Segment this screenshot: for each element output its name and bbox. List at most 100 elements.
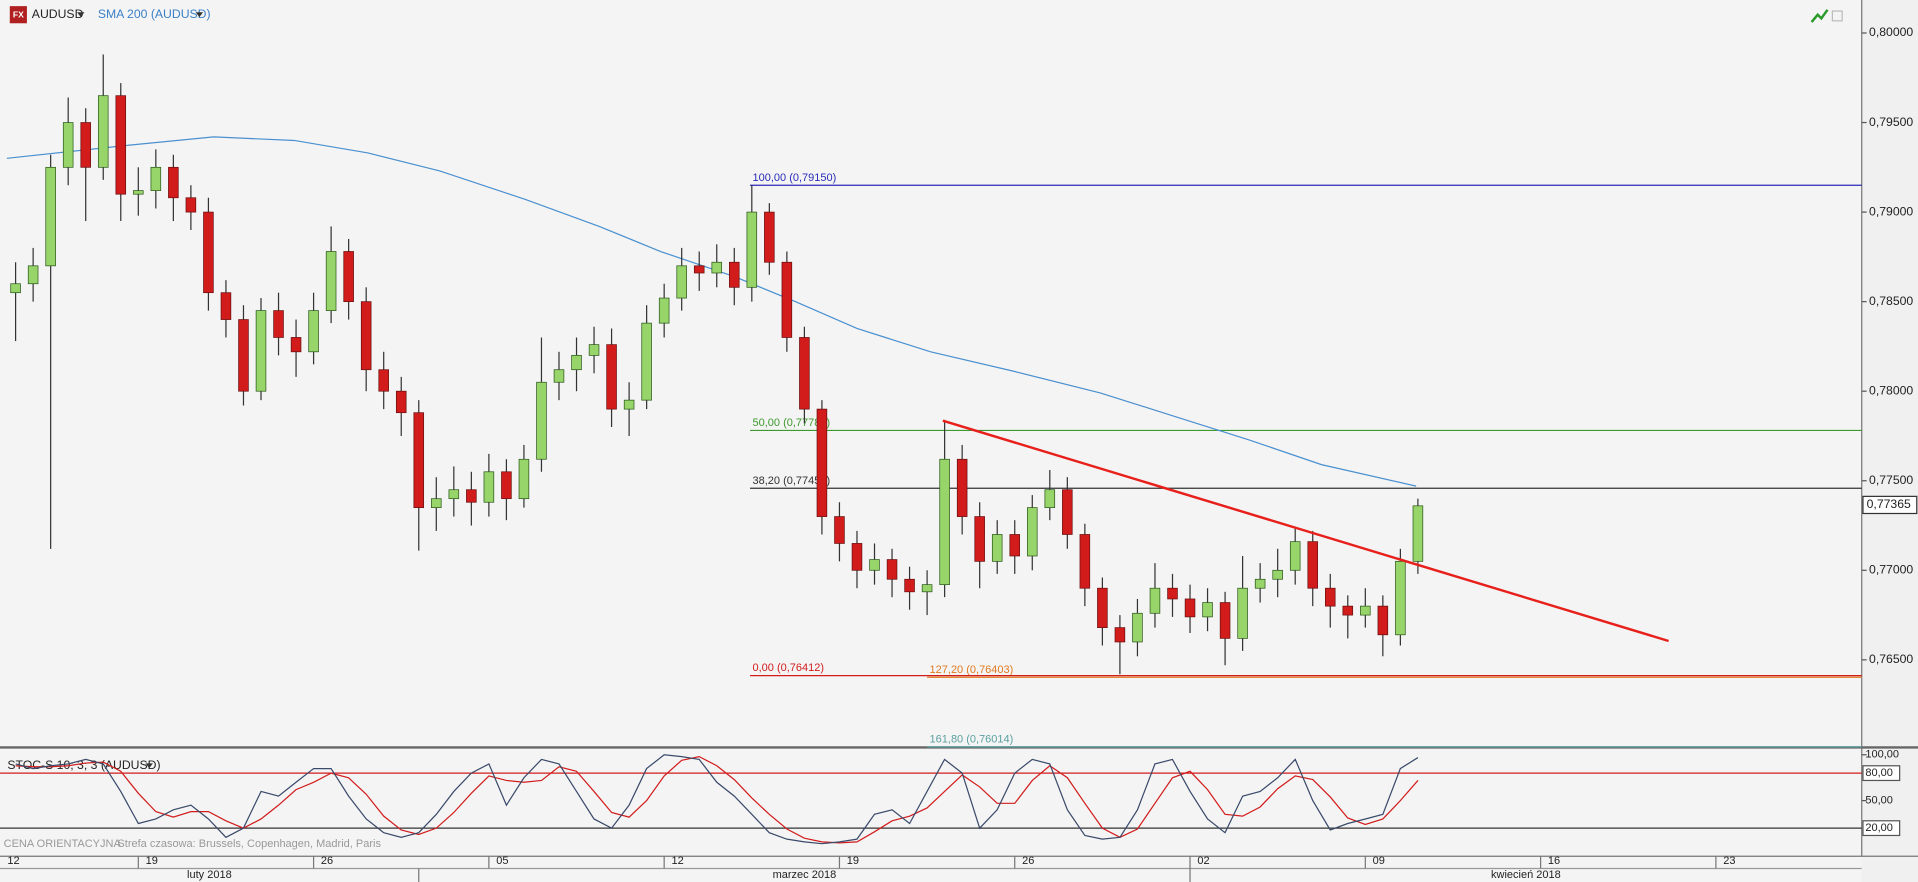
candle-body — [1395, 560, 1406, 636]
dropdown-arrow[interactable] — [195, 12, 204, 18]
x-tick-label: 19 — [146, 855, 158, 867]
price-axis-bg — [1861, 0, 1918, 882]
fx-icon-text: FX — [13, 10, 24, 20]
candle-body — [360, 301, 372, 371]
candle-body — [1149, 587, 1161, 614]
candle-body — [1272, 569, 1283, 580]
candle-body — [904, 578, 915, 593]
candle-body — [1202, 602, 1213, 618]
candle-body — [1342, 605, 1354, 616]
candle-body — [220, 292, 232, 320]
stoch-d — [15, 755, 1419, 844]
y-tick-label: 0,78500 — [1869, 294, 1913, 308]
candle-body — [1062, 489, 1073, 535]
candle-body — [133, 190, 144, 195]
month-label: marzec 2018 — [773, 869, 837, 881]
stoch-tick-box — [1862, 765, 1901, 782]
month-label: luty 2018 — [187, 869, 232, 881]
candle-body — [851, 543, 863, 571]
x-tick-label: 12 — [7, 855, 19, 867]
candle-body — [1377, 605, 1389, 636]
candle-body — [483, 471, 495, 503]
stoch-title[interactable]: STOC-S 10; 3; 3 (AUDUSD) — [7, 758, 160, 772]
candle-body — [764, 211, 775, 263]
candle-body — [1009, 534, 1021, 557]
candle-body — [1254, 578, 1266, 589]
y-tick-label: 0,80000 — [1869, 25, 1913, 39]
fib-label: 127,20 (0,76403) — [930, 664, 1014, 676]
candle-body — [1324, 587, 1336, 607]
candle-body — [1184, 598, 1196, 618]
y-tick-label: 0,79500 — [1869, 115, 1913, 129]
candle-body — [921, 584, 933, 593]
candle-body — [413, 412, 425, 508]
symbol[interactable]: AUDUSD — [32, 7, 84, 21]
candle-body — [886, 559, 898, 580]
x-tick-label: 16 — [1548, 855, 1560, 867]
footer-note: Strefa czasowa: Brussels, Copenhagen, Ma… — [117, 838, 381, 850]
candle-body — [676, 265, 687, 299]
candle-body — [343, 251, 354, 303]
candle-body — [781, 261, 793, 338]
candle-body — [97, 95, 109, 168]
x-tick-label: 26 — [321, 855, 333, 867]
candle-body — [1219, 602, 1231, 639]
candle-body — [501, 471, 512, 500]
month-label: kwiecień 2018 — [1491, 869, 1561, 881]
stoch-tick-label: 100,00 — [1865, 749, 1899, 761]
last-price-box — [1862, 495, 1918, 515]
candle-body — [711, 261, 723, 274]
footer-note: CENA ORIENTACYJNA — [4, 838, 122, 850]
candle-body — [641, 322, 652, 401]
candle-body — [1289, 541, 1301, 571]
x-tick-label: 12 — [672, 855, 684, 867]
candle-body — [115, 95, 127, 195]
candle-body — [10, 283, 21, 294]
fx-icon[interactable] — [9, 6, 27, 24]
stoch-tick-box — [1862, 820, 1901, 837]
toolbar-icon[interactable] — [1831, 10, 1843, 22]
stoch-k — [15, 754, 1419, 845]
x-tick-label: 05 — [496, 855, 508, 867]
dropdown-arrow[interactable] — [77, 12, 85, 18]
candle-body — [518, 458, 530, 500]
candle-body — [571, 355, 582, 371]
candle-body — [588, 344, 600, 356]
x-tick-label: 26 — [1022, 855, 1034, 867]
candle-body — [255, 310, 267, 392]
candle-body — [395, 390, 407, 414]
y-tick-label: 0,78000 — [1869, 383, 1913, 397]
fib-label: 38,20 (0,77458) — [753, 475, 831, 487]
candle-body — [238, 319, 249, 392]
candle-body — [1027, 507, 1038, 557]
candle-body — [378, 369, 389, 392]
candle-body — [606, 344, 617, 410]
toolbar-icon[interactable] — [1810, 9, 1829, 23]
candle-body — [466, 489, 477, 503]
candle-body — [816, 408, 828, 517]
stoch-tick-label: 20,00 — [1865, 822, 1893, 834]
fib-label: 100,00 (0,79150) — [753, 172, 837, 184]
candle-body — [536, 381, 547, 460]
x-tick-label: 19 — [847, 855, 859, 867]
candle-body — [956, 458, 968, 517]
candle-body — [185, 197, 197, 213]
candle-body — [658, 297, 670, 324]
candle-body — [746, 211, 758, 288]
candle-body — [991, 534, 1003, 562]
candle-body — [1167, 587, 1178, 600]
candle-body — [308, 310, 319, 353]
candle-body — [27, 265, 39, 285]
candle-body — [45, 166, 56, 267]
y-tick-label: 0,77500 — [1869, 473, 1913, 487]
overlay-label[interactable]: SMA 200 (AUDUSD) — [98, 7, 211, 21]
dropdown-arrow[interactable] — [145, 763, 153, 769]
candle-body — [1114, 627, 1126, 643]
trendline — [942, 419, 1669, 643]
candle-body — [1044, 489, 1056, 508]
fib-label: 50,00 (0,77781) — [753, 417, 831, 429]
fib-label: 161,80 (0,76014) — [930, 733, 1014, 745]
candle-body — [623, 399, 635, 410]
candle-body — [834, 516, 845, 544]
